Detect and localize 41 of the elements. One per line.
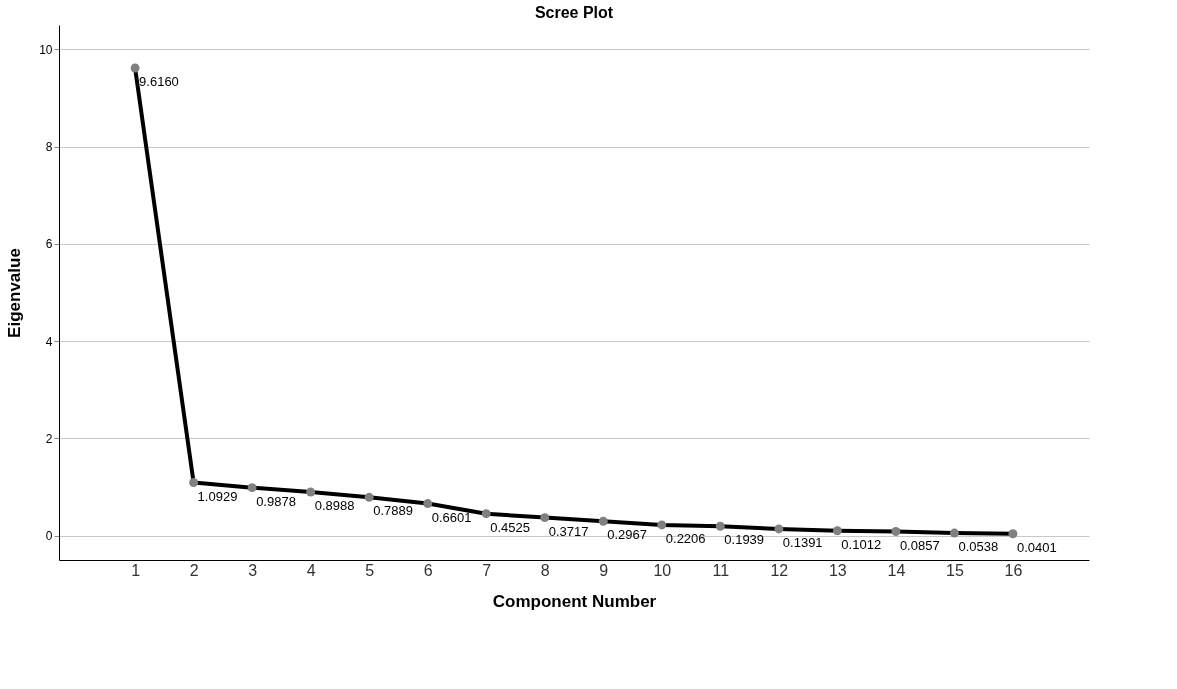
x-tick-label: 2	[189, 561, 199, 579]
text: 0.7889	[373, 503, 413, 519]
y-tick-label: 8	[45, 140, 53, 155]
text: 0.2967	[607, 527, 648, 543]
x-tick-label: 14	[887, 561, 906, 579]
text: 1.0929	[197, 488, 238, 504]
x-tick-label: 15	[946, 561, 964, 579]
x-tick-label: 7	[482, 561, 492, 579]
x-tick-label: 6	[423, 561, 433, 579]
x-tick-label: 8	[540, 561, 550, 579]
x-tick-label: 5	[365, 561, 375, 579]
text: 0.3717	[548, 523, 589, 539]
text: 0.8988	[314, 497, 355, 513]
x-axis-title: Component Number	[492, 591, 657, 611]
x-tick-label: 13	[828, 561, 847, 579]
text: 0.2206	[665, 530, 706, 546]
text: 0.0538	[958, 539, 999, 555]
text: 0.1939	[724, 532, 765, 548]
x-tick-label: 1	[131, 561, 141, 579]
x-tick-label: 10	[653, 561, 672, 579]
y-tick-label: 2	[45, 431, 53, 446]
y-tick-label: 4	[45, 334, 53, 349]
x-tick-label: 16	[1004, 561, 1023, 579]
text: 0.1391	[782, 534, 823, 550]
text: 0.1012	[841, 536, 882, 552]
x-tick-label: 11	[712, 561, 730, 579]
y-tick-label: 10	[39, 42, 53, 57]
x-tick-label: 3	[248, 561, 258, 579]
text: 0.9878	[256, 493, 296, 509]
x-tick-label: 9	[599, 561, 609, 579]
x-tick-label: 12	[770, 561, 789, 579]
text: 0.0401	[1016, 539, 1057, 555]
y-tick-label: 6	[45, 237, 53, 252]
text: 0.0857	[899, 537, 940, 553]
y-axis-title: Eigenvalue	[5, 248, 25, 338]
x-tick-label: 4	[306, 561, 316, 579]
text: 0.6601	[431, 509, 472, 525]
text: 9.6160	[139, 73, 179, 89]
y-tick-label: 0	[45, 529, 53, 544]
text: 0.4525	[490, 519, 530, 535]
chart-title: Scree Plot	[534, 4, 614, 21]
